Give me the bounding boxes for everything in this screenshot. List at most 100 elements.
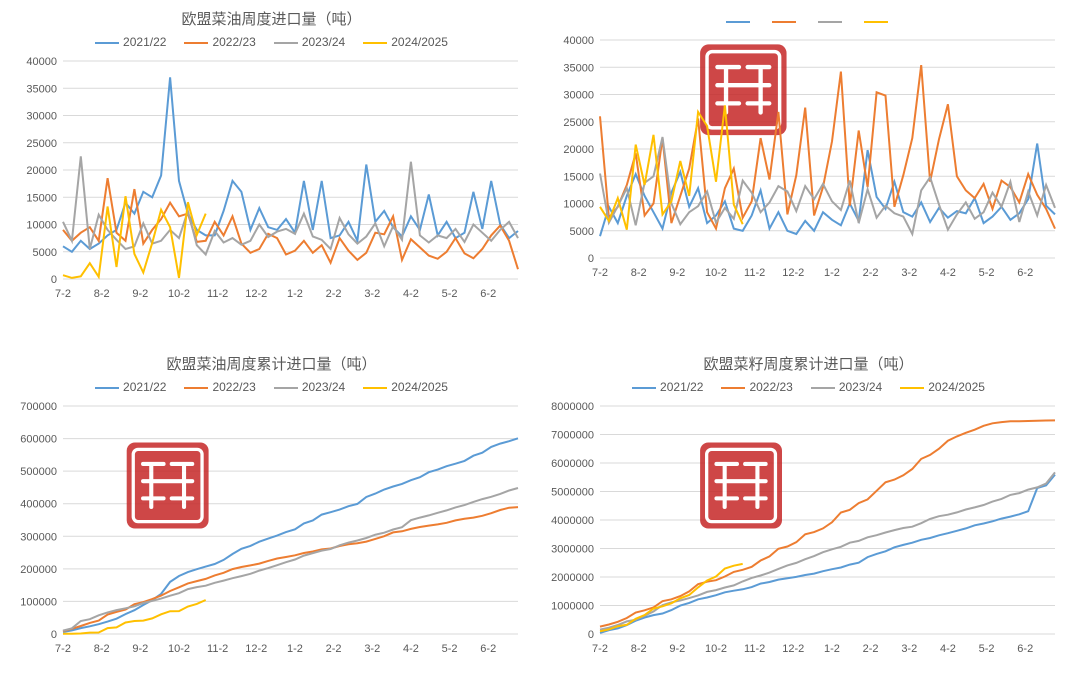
legend-swatch	[900, 387, 924, 390]
svg-text:400000: 400000	[20, 499, 57, 511]
chart-svg: 0100000020000003000000400000050000006000…	[545, 398, 1065, 658]
svg-text:7-2: 7-2	[592, 643, 608, 655]
legend-label: 2022/23	[212, 35, 255, 49]
svg-text:4-2: 4-2	[403, 643, 419, 655]
svg-text:6-2: 6-2	[480, 288, 496, 300]
legend-item: 2022/23	[184, 380, 255, 394]
svg-text:11-2: 11-2	[207, 643, 228, 655]
svg-text:3-2: 3-2	[364, 288, 380, 300]
legend-swatch	[363, 42, 387, 45]
legend-item: 2024/2025	[363, 35, 448, 49]
svg-text:2-2: 2-2	[863, 643, 879, 655]
chart-title: 欧盟菜籽周度累计进口量（吨）	[545, 353, 1072, 374]
svg-text:40000: 40000	[26, 56, 57, 68]
svg-text:9-2: 9-2	[669, 643, 685, 655]
svg-text:8-2: 8-2	[631, 267, 647, 279]
svg-text:4-2: 4-2	[403, 288, 419, 300]
legend-item: 2024/2025	[363, 380, 448, 394]
legend-label: 2022/23	[212, 380, 255, 394]
legend-label: 2023/24	[839, 380, 882, 394]
legend-swatch	[95, 387, 119, 390]
svg-text:9-2: 9-2	[669, 267, 685, 279]
legend-swatch	[864, 21, 888, 24]
legend-item	[818, 14, 846, 28]
svg-text:9-2: 9-2	[132, 643, 148, 655]
svg-text:0: 0	[588, 253, 594, 265]
svg-text:200000: 200000	[20, 564, 57, 576]
chart-title: 欧盟菜油周度进口量（吨）	[8, 8, 535, 29]
legend-item	[864, 14, 892, 28]
legend-label: 2024/2025	[928, 380, 985, 394]
legend-swatch	[184, 42, 208, 45]
svg-text:10-2: 10-2	[168, 288, 190, 300]
legend-item: 2023/24	[274, 380, 345, 394]
legend-label: 2023/24	[302, 380, 345, 394]
svg-text:0: 0	[588, 629, 594, 641]
svg-text:30000: 30000	[563, 90, 594, 102]
legend-swatch	[721, 387, 745, 390]
legend-item: 2024/2025	[900, 380, 985, 394]
legend-item: 2022/23	[184, 35, 255, 49]
svg-text:300000: 300000	[20, 531, 57, 543]
svg-text:1-2: 1-2	[287, 288, 303, 300]
legend-item: 2023/24	[274, 35, 345, 49]
svg-text:600000: 600000	[20, 434, 57, 446]
legend-label: 2022/23	[749, 380, 792, 394]
svg-text:7-2: 7-2	[592, 267, 608, 279]
legend-label: 2023/24	[302, 35, 345, 49]
legend-swatch	[274, 387, 298, 390]
chart-panel-c3: 欧盟菜油周度累计进口量（吨）2021/222022/232023/242024/…	[8, 353, 535, 678]
legend-swatch	[632, 387, 656, 390]
svg-text:20000: 20000	[26, 165, 57, 177]
svg-text:1-2: 1-2	[824, 643, 840, 655]
svg-text:6000000: 6000000	[551, 458, 594, 470]
svg-text:3000000: 3000000	[551, 544, 594, 556]
svg-text:8-2: 8-2	[94, 643, 110, 655]
svg-text:3-2: 3-2	[901, 643, 917, 655]
svg-text:30000: 30000	[26, 111, 57, 123]
svg-text:25000: 25000	[26, 138, 57, 150]
svg-text:5-2: 5-2	[979, 643, 995, 655]
svg-text:0: 0	[51, 629, 57, 641]
legend-swatch	[818, 21, 842, 24]
svg-text:12-2: 12-2	[782, 267, 804, 279]
chart-svg: 0500010000150002000025000300003500040000…	[8, 53, 528, 303]
svg-text:4-2: 4-2	[940, 643, 956, 655]
svg-text:6-2: 6-2	[1017, 643, 1033, 655]
svg-text:35000: 35000	[563, 62, 594, 74]
legend-label: 2024/2025	[391, 380, 448, 394]
legend-label: 2021/22	[123, 35, 166, 49]
chart-svg: 0500010000150002000025000300003500040000…	[545, 32, 1065, 282]
chart-panel-c2: 0500010000150002000025000300003500040000…	[545, 8, 1072, 333]
svg-text:11-2: 11-2	[207, 288, 228, 300]
svg-text:1-2: 1-2	[287, 643, 303, 655]
svg-text:3-2: 3-2	[901, 267, 917, 279]
svg-text:5000000: 5000000	[551, 487, 594, 499]
svg-text:5000: 5000	[570, 226, 594, 238]
svg-text:7-2: 7-2	[55, 643, 71, 655]
legend-swatch	[772, 21, 796, 24]
chart-legend: 2021/22 2022/23 2023/24 2024/2025	[8, 35, 535, 49]
legend-item: 2022/23	[721, 380, 792, 394]
chart-svg: 0100000200000300000400000500000600000700…	[8, 398, 528, 658]
legend-swatch	[811, 387, 835, 390]
legend-item: 2021/22	[95, 380, 166, 394]
chart-legend: 2021/22 2022/23 2023/24 2024/2025	[8, 380, 535, 394]
svg-text:6-2: 6-2	[1017, 267, 1033, 279]
svg-text:12-2: 12-2	[245, 643, 267, 655]
legend-label: 2021/22	[660, 380, 703, 394]
legend-item	[772, 14, 800, 28]
svg-text:3-2: 3-2	[364, 643, 380, 655]
svg-text:35000: 35000	[26, 83, 57, 95]
svg-text:10000: 10000	[563, 199, 594, 211]
svg-text:9-2: 9-2	[132, 288, 148, 300]
svg-text:5-2: 5-2	[442, 288, 458, 300]
svg-text:8-2: 8-2	[631, 643, 647, 655]
svg-text:11-2: 11-2	[744, 267, 765, 279]
svg-text:15000: 15000	[563, 171, 594, 183]
svg-text:15000: 15000	[26, 192, 57, 204]
svg-text:1-2: 1-2	[824, 267, 840, 279]
svg-text:12-2: 12-2	[782, 643, 804, 655]
svg-text:11-2: 11-2	[744, 643, 765, 655]
svg-text:8-2: 8-2	[94, 288, 110, 300]
